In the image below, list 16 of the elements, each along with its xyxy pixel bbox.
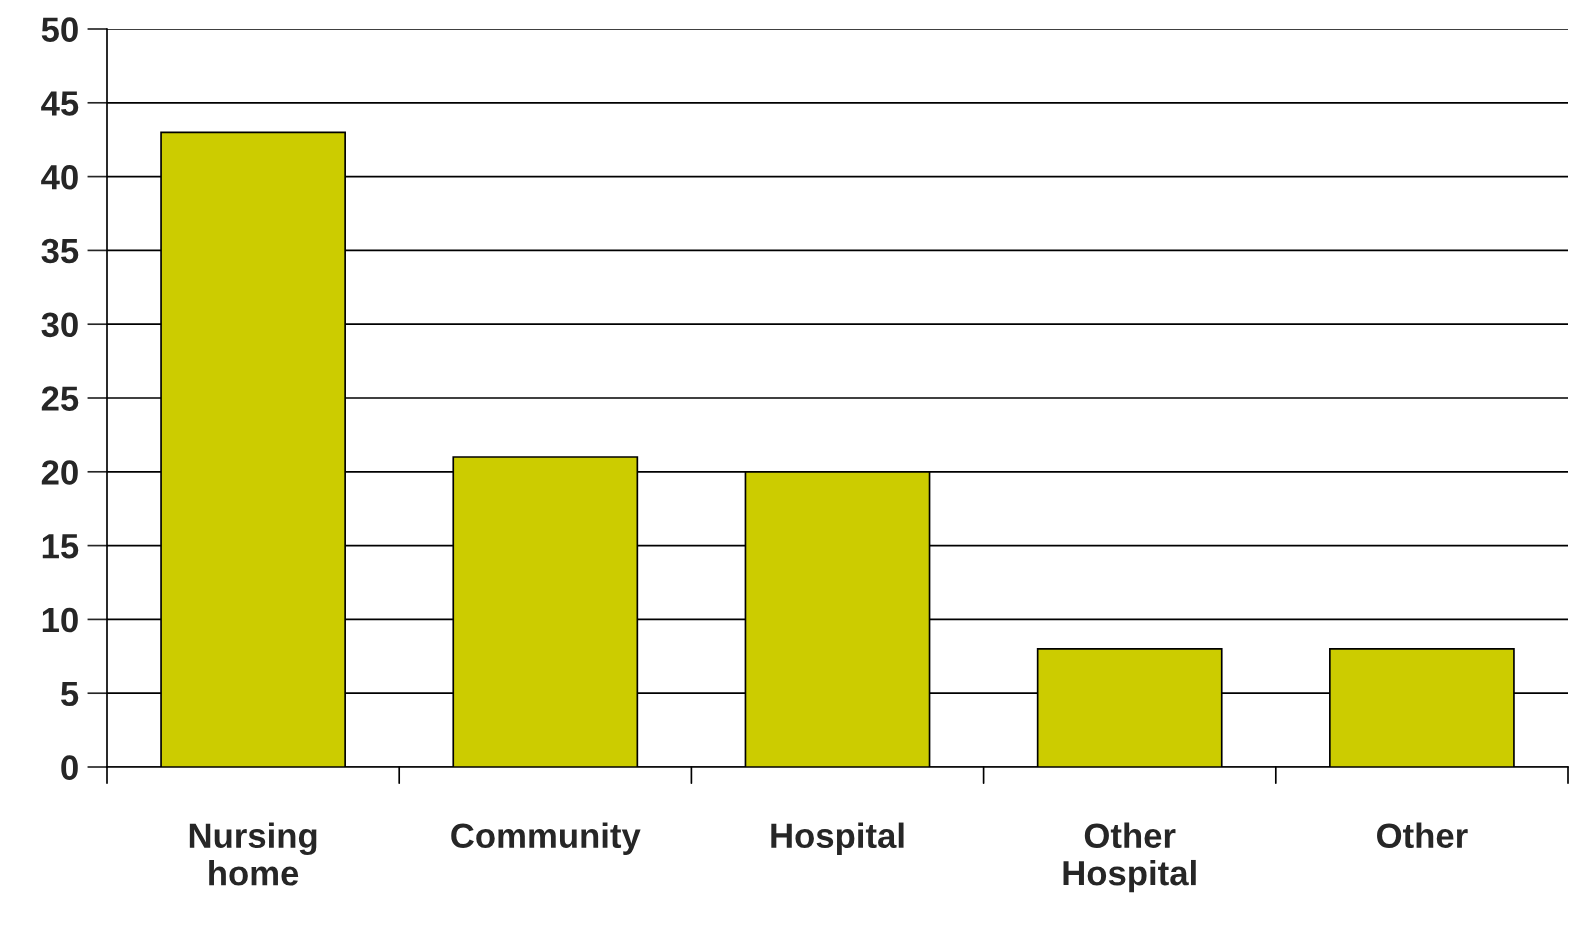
x-tick-label: Other Hospital [1063,822,1196,893]
y-tick-label: 5 [60,681,79,707]
y-tick-label: 30 [41,312,78,338]
y-tick-label: 15 [42,534,79,559]
y-tick-label: 0 [61,755,78,780]
y-tick-label: 35 [41,238,79,264]
y-tick-label: 40 [41,164,78,190]
y-tick-label: 45 [41,91,79,116]
y-tick-label: 20 [41,460,78,485]
x-tick-label: Community [451,822,641,855]
y-tick-label: 25 [41,386,79,411]
x-tick-label: Other [1377,822,1468,849]
x-tick-label: Hospital [771,822,904,855]
y-tick-label: 50 [41,17,78,42]
y-tick-label: 10 [42,607,78,633]
x-tick-label: Nursing home [189,822,317,886]
